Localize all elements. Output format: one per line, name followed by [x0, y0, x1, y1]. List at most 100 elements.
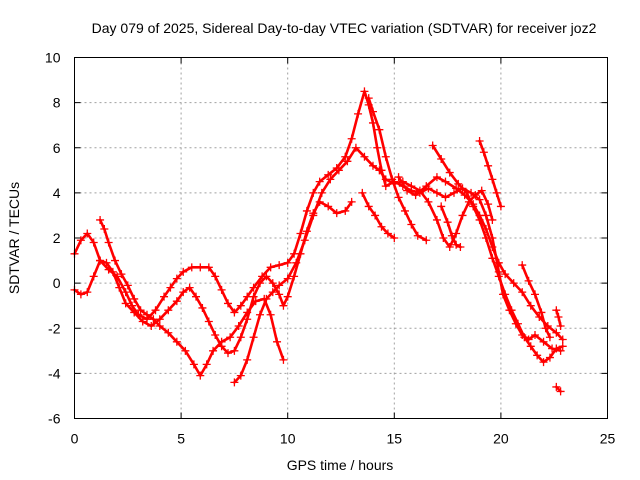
data-point	[283, 274, 292, 283]
data-point	[142, 310, 151, 319]
data-point	[255, 310, 264, 319]
data-point	[390, 234, 399, 242]
series-line	[233, 146, 494, 384]
y-tick-label: 0	[53, 275, 61, 291]
series-track-9	[437, 202, 465, 252]
data-point	[111, 256, 120, 265]
data-point	[432, 215, 441, 224]
data-point	[439, 234, 448, 242]
data-point	[283, 258, 292, 267]
data-point	[554, 312, 563, 321]
y-tick-label: 6	[53, 140, 61, 156]
data-point	[454, 179, 463, 188]
series-line	[367, 96, 428, 242]
data-point	[520, 333, 529, 342]
data-point	[541, 324, 550, 333]
data-point	[249, 292, 258, 301]
data-point	[492, 188, 501, 197]
data-point	[443, 218, 452, 227]
data-point	[381, 182, 390, 191]
data-point	[211, 272, 220, 281]
data-point	[481, 234, 490, 242]
y-tick-label: -2	[48, 320, 61, 336]
data-point	[377, 222, 386, 231]
data-point	[447, 231, 456, 240]
data-point	[452, 184, 461, 193]
series-track-7	[394, 173, 567, 344]
series-line	[361, 191, 396, 240]
data-point	[324, 202, 333, 211]
data-point	[537, 308, 546, 317]
series-track-13	[552, 382, 565, 396]
data-point	[479, 148, 488, 157]
data-point	[243, 308, 252, 317]
data-point	[373, 143, 382, 152]
data-point	[347, 197, 356, 206]
data-series	[70, 87, 567, 396]
data-point	[83, 288, 92, 297]
data-point	[496, 202, 505, 211]
data-point	[501, 270, 510, 279]
data-point	[236, 371, 245, 380]
data-point	[172, 274, 181, 283]
data-point	[556, 321, 565, 330]
data-point	[400, 206, 409, 215]
data-point	[249, 283, 258, 292]
data-point	[279, 355, 288, 364]
data-point	[364, 94, 373, 103]
data-point	[375, 166, 384, 175]
data-point	[224, 349, 233, 358]
data-point	[334, 166, 343, 175]
data-point	[121, 299, 130, 308]
data-point	[526, 301, 535, 310]
data-point	[524, 276, 533, 285]
series-track-1	[70, 87, 565, 355]
data-point	[407, 182, 416, 191]
data-point	[121, 288, 130, 297]
data-point	[449, 188, 458, 197]
data-point	[198, 303, 207, 312]
data-point	[283, 292, 292, 301]
data-point	[262, 272, 271, 281]
grid	[74, 57, 608, 419]
data-point	[136, 306, 145, 315]
data-point	[539, 358, 548, 367]
data-point	[117, 270, 126, 279]
data-point	[452, 240, 461, 249]
data-point	[488, 175, 497, 184]
x-tick-label: 0	[71, 431, 79, 447]
data-point	[96, 256, 105, 265]
data-point	[192, 292, 201, 301]
x-tick-label: 10	[280, 431, 296, 447]
data-point	[147, 321, 156, 330]
series-track-5	[364, 94, 431, 245]
data-point	[368, 107, 377, 116]
series-line	[520, 263, 552, 339]
data-point	[290, 272, 299, 281]
series-track-10	[475, 136, 505, 211]
y-tick-label: 4	[53, 185, 61, 201]
data-point	[388, 175, 397, 184]
series-line	[555, 385, 562, 393]
series-line	[478, 139, 503, 208]
data-point	[552, 344, 561, 353]
data-point	[230, 346, 239, 355]
x-tick-label: 15	[387, 431, 403, 447]
data-point	[558, 335, 567, 344]
series-track-11	[518, 261, 554, 342]
data-point	[160, 292, 169, 301]
data-point	[268, 279, 277, 288]
data-point	[351, 143, 360, 152]
data-point	[234, 321, 243, 330]
data-point	[309, 211, 318, 220]
data-point	[211, 331, 220, 340]
data-point	[518, 261, 527, 270]
data-point	[275, 261, 284, 270]
data-point	[383, 229, 392, 238]
data-point	[302, 206, 311, 215]
data-point	[130, 294, 139, 303]
data-point	[196, 263, 205, 272]
data-point	[437, 155, 446, 164]
data-point	[108, 267, 117, 276]
data-point	[484, 200, 493, 209]
